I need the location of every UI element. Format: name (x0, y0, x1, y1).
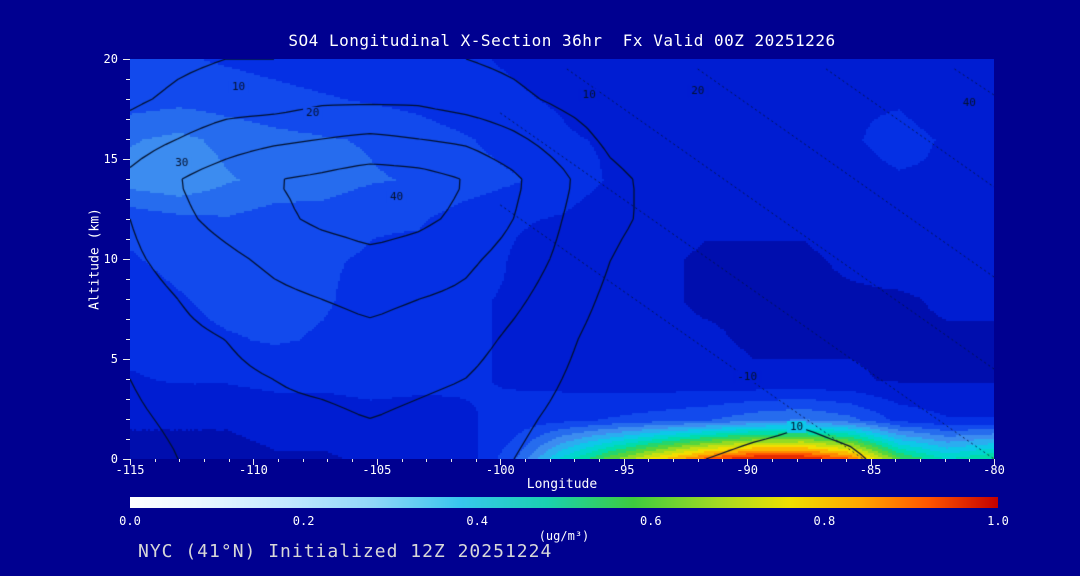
x-minor-tick (574, 459, 576, 462)
x-tick-label: -115 (115, 463, 145, 477)
y-minor-tick (126, 179, 130, 180)
y-minor-tick (126, 319, 130, 320)
chart-title: SO4 Longitudinal X-Section 36hr Fx Valid… (288, 31, 836, 50)
x-tick-mark (130, 459, 131, 465)
x-minor-tick (426, 459, 428, 462)
colorbar (130, 497, 998, 508)
x-minor-tick (179, 459, 181, 462)
x-minor-tick (821, 459, 823, 462)
x-minor-tick (599, 459, 601, 462)
x-tick-label: -90 (736, 463, 758, 477)
x-axis-label: Longitude (526, 477, 598, 492)
x-minor-tick (919, 459, 921, 462)
x-tick-label: -95 (612, 463, 635, 477)
x-minor-tick (895, 459, 897, 462)
x-tick-mark (623, 459, 625, 465)
x-minor-tick (524, 459, 526, 462)
init-info: NYC (41°N) Initialized 12Z 20251224 (138, 541, 553, 562)
y-minor-tick (126, 399, 130, 400)
colorbar-tick-label: 1.0 (987, 514, 1009, 528)
y-minor-tick (126, 279, 130, 280)
y-tick-mark (123, 159, 130, 160)
y-tick-mark (123, 359, 130, 360)
y-minor-tick (126, 379, 130, 380)
colorbar-tick-label: 0.6 (639, 514, 662, 528)
x-minor-tick (352, 459, 354, 462)
x-minor-tick (648, 459, 650, 462)
y-minor-tick (126, 219, 130, 220)
x-minor-tick (673, 459, 675, 462)
colorbar-units: (ug/m³) (538, 529, 590, 543)
cross-section-plot (130, 59, 994, 459)
y-minor-tick (126, 339, 130, 340)
y-minor-tick (126, 299, 130, 300)
y-tick-mark (123, 59, 130, 60)
y-tick-label: 20 (103, 52, 118, 66)
y-minor-tick (126, 419, 130, 420)
y-minor-tick (126, 139, 130, 140)
x-tick-mark (870, 459, 872, 465)
colorbar-tick-label: 0.8 (813, 514, 836, 528)
y-minor-tick (126, 99, 130, 100)
x-tick-label: -85 (859, 463, 882, 477)
y-tick-label: 15 (103, 152, 118, 166)
x-minor-tick (278, 459, 280, 462)
y-minor-tick (126, 239, 130, 240)
y-tick-label: 0 (110, 452, 118, 466)
x-minor-tick (475, 459, 477, 462)
x-minor-tick (771, 459, 773, 462)
x-minor-tick (697, 459, 699, 462)
x-minor-tick (327, 459, 329, 462)
x-minor-tick (969, 459, 971, 462)
x-minor-tick (722, 459, 724, 462)
colorbar-tick-label: 0.2 (292, 514, 315, 528)
y-tick-label: 10 (103, 252, 118, 266)
x-tick-mark (376, 459, 378, 465)
x-tick-label: -105 (362, 463, 392, 477)
x-minor-tick (401, 459, 403, 462)
x-minor-tick (944, 459, 946, 462)
x-minor-tick (549, 459, 551, 462)
y-minor-tick (126, 199, 130, 200)
x-minor-tick (845, 459, 847, 462)
x-minor-tick (228, 459, 230, 462)
y-minor-tick (126, 439, 130, 440)
x-tick-label: -100 (485, 463, 515, 477)
x-tick-mark (747, 459, 749, 465)
x-minor-tick (796, 459, 798, 462)
x-tick-mark (500, 459, 502, 465)
y-tick-mark (123, 459, 130, 460)
x-tick-mark (253, 459, 255, 465)
y-minor-tick (126, 79, 130, 80)
x-minor-tick (204, 459, 206, 462)
colorbar-tick-label: 0.4 (466, 514, 489, 528)
x-minor-tick (154, 459, 156, 462)
x-tick-label: -80 (983, 463, 1005, 477)
y-minor-tick (126, 119, 130, 120)
colorbar-tick-label: 0.0 (119, 514, 141, 528)
x-tick-mark (994, 459, 995, 465)
x-tick-label: -110 (238, 463, 268, 477)
x-minor-tick (450, 459, 452, 462)
x-minor-tick (302, 459, 304, 462)
y-tick-mark (123, 259, 130, 260)
y-tick-label: 5 (110, 352, 118, 366)
